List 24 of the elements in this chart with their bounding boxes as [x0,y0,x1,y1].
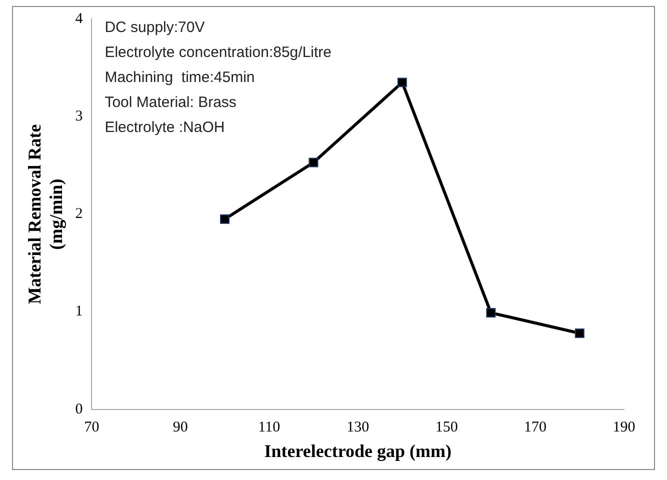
point [397,78,407,88]
annotation: DC supply:70V [104,19,205,36]
x-tick-label: 150 [435,419,458,436]
annotation: Electrolyte concentration:85g/Litre [104,44,332,62]
x-tick-label: 170 [524,419,547,436]
point [308,158,318,168]
x-tick-label: 190 [612,419,636,436]
point [220,214,230,224]
y-tick-label: 3 [75,108,83,125]
point [486,308,496,318]
x-tick-label: 130 [346,419,370,436]
x-tick-label: 90 [172,419,188,436]
x-tick-label: 110 [258,419,280,436]
annotation: Machining time:45min [104,69,255,86]
annotation: Tool Material: Brass [104,94,236,112]
point [574,328,584,338]
x-tick-label: 70 [84,419,100,436]
annotation: Electrolyte :NaOH [104,119,225,136]
x-axis-title: Interelectrode gap (mm) [264,440,452,461]
y-tick-label: 4 [75,10,84,27]
y-axis-title: Material Removal Rate (mg/min) [24,124,66,304]
y-tick-label: 0 [75,401,83,418]
y-tick-label: 1 [75,304,83,320]
y-tick-label: 2 [75,206,83,222]
